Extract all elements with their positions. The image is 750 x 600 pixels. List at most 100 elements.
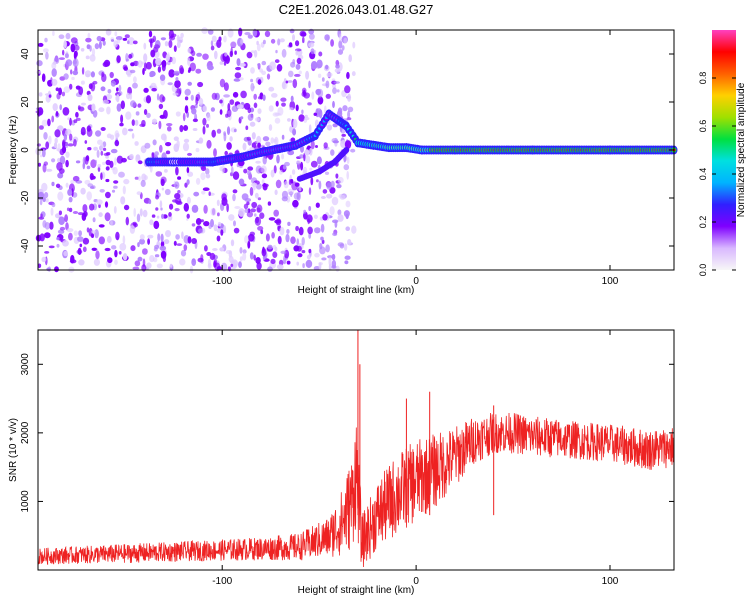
- y-tick-label: 40: [20, 48, 31, 60]
- noise-speckle: [47, 118, 51, 127]
- noise-speckle: [36, 70, 42, 74]
- noise-speckle: [206, 139, 212, 149]
- noise-speckle: [95, 250, 100, 260]
- noise-speckle: [233, 227, 240, 234]
- noise-speckle: [97, 164, 102, 168]
- noise-speckle: [296, 191, 301, 201]
- y-tick-label: 3000: [20, 353, 31, 376]
- noise-speckle: [303, 209, 307, 214]
- noise-speckle: [277, 38, 281, 46]
- noise-speckle: [142, 67, 145, 76]
- y-tick-label: -40: [20, 238, 31, 253]
- noise-speckle: [320, 236, 324, 241]
- noise-speckle: [89, 203, 95, 211]
- noise-speckle: [256, 43, 261, 52]
- noise-speckle: [49, 221, 54, 230]
- noise-speckle: [69, 117, 72, 126]
- noise-speckle: [177, 176, 182, 180]
- noise-speckle: [73, 139, 77, 147]
- noise-speckle: [80, 187, 86, 195]
- noise-speckle: [267, 266, 273, 272]
- noise-speckle: [62, 49, 65, 56]
- noise-speckle: [233, 128, 237, 133]
- noise-speckle: [276, 154, 280, 164]
- noise-speckle: [37, 107, 44, 116]
- noise-speckle: [261, 173, 268, 179]
- noise-speckle: [143, 175, 148, 181]
- noise-speckle: [82, 204, 88, 213]
- snr-marks: [38, 330, 674, 568]
- colorbar-tick-label: 0.0: [698, 264, 708, 277]
- noise-speckle: [272, 251, 278, 258]
- noise-speckle: [51, 115, 55, 123]
- noise-speckle: [242, 142, 247, 151]
- noise-speckle: [325, 244, 330, 253]
- noise-speckle: [156, 93, 160, 101]
- noise-speckle: [342, 105, 348, 112]
- noise-speckle: [343, 210, 350, 218]
- noise-speckle: [249, 231, 255, 237]
- noise-speckle: [286, 229, 290, 234]
- spectrogram-y-label: Frequency (Hz): [8, 116, 19, 185]
- noise-speckle: [256, 262, 262, 270]
- noise-speckle: [164, 188, 171, 196]
- noise-speckle: [238, 77, 244, 81]
- noise-speckle: [51, 78, 58, 86]
- noise-speckle: [102, 99, 110, 105]
- noise-speckle: [61, 91, 66, 97]
- noise-speckle: [290, 236, 296, 244]
- noise-speckle: [335, 64, 340, 69]
- noise-speckle: [238, 261, 242, 268]
- noise-speckle: [313, 112, 318, 117]
- noise-speckle: [106, 152, 111, 156]
- noise-speckle: [38, 162, 41, 167]
- noise-speckle: [55, 87, 59, 92]
- noise-speckle: [271, 93, 278, 98]
- noise-speckle: [169, 263, 173, 268]
- y-tick-label: 0: [20, 147, 31, 153]
- noise-speckle: [85, 37, 92, 43]
- noise-speckle: [111, 167, 116, 171]
- noise-speckle: [59, 104, 62, 111]
- noise-speckle: [155, 57, 162, 66]
- noise-speckle: [332, 219, 339, 224]
- noise-speckle: [148, 30, 153, 38]
- noise-speckle: [273, 165, 277, 174]
- noise-speckle: [167, 126, 172, 132]
- noise-speckle: [206, 123, 209, 128]
- noise-speckle: [100, 172, 103, 180]
- noise-speckle: [45, 198, 49, 203]
- noise-speckle: [270, 38, 276, 44]
- noise-speckle: [175, 111, 181, 117]
- noise-speckle: [48, 94, 52, 98]
- noise-speckle: [98, 40, 102, 50]
- noise-speckle: [253, 254, 256, 261]
- noise-speckle: [219, 99, 223, 104]
- noise-speckle: [200, 254, 204, 262]
- noise-speckle: [337, 176, 344, 184]
- noise-speckle: [299, 154, 305, 159]
- noise-speckle: [270, 137, 275, 144]
- noise-speckle: [291, 169, 296, 175]
- noise-speckle: [216, 235, 221, 242]
- noise-speckle: [163, 109, 168, 119]
- noise-speckle: [138, 175, 141, 181]
- noise-speckle: [193, 191, 200, 197]
- noise-speckle: [151, 152, 155, 159]
- noise-speckle: [213, 224, 218, 232]
- noise-speckle: [113, 185, 118, 189]
- noise-speckle: [249, 186, 254, 196]
- x-tick-label: -100: [212, 276, 232, 287]
- noise-speckle: [257, 63, 261, 67]
- noise-speckle: [131, 133, 135, 139]
- noise-speckle: [223, 94, 231, 98]
- noise-speckle: [165, 142, 172, 147]
- noise-speckle: [105, 155, 109, 159]
- noise-speckle: [253, 93, 257, 100]
- noise-speckle: [287, 118, 291, 122]
- noise-speckle: [86, 191, 92, 201]
- secondary-track-point: [343, 147, 350, 153]
- noise-speckle: [276, 264, 284, 270]
- noise-speckle: [302, 263, 305, 269]
- noise-speckle: [255, 257, 261, 264]
